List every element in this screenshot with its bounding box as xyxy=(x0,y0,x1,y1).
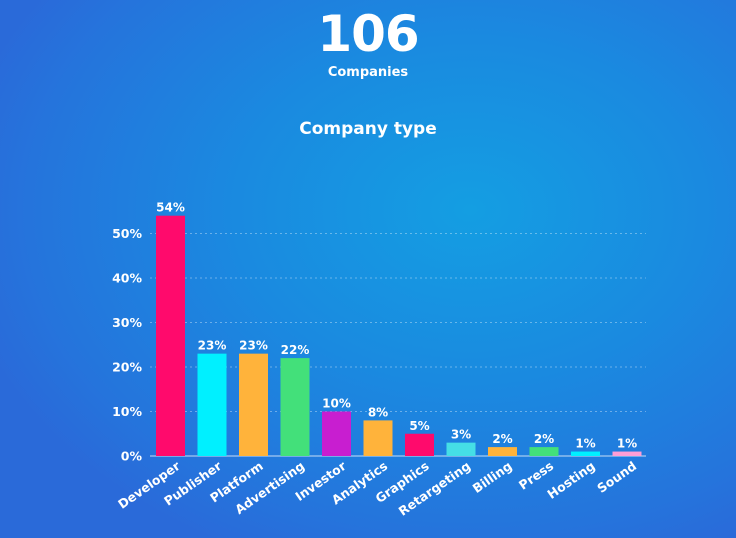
y-tick-label: 30% xyxy=(112,315,142,330)
y-tick-label: 20% xyxy=(112,360,142,375)
y-tick-label: 10% xyxy=(112,404,142,419)
bar xyxy=(239,353,268,456)
y-tick-label: 0% xyxy=(121,449,143,464)
bar xyxy=(488,447,517,456)
bar-value-label: 22% xyxy=(281,343,310,357)
bar xyxy=(612,451,642,456)
company-count: 106 xyxy=(317,5,419,63)
y-tick-label: 40% xyxy=(112,271,142,286)
x-tick-label: Sound xyxy=(594,458,639,496)
bar-value-label: 3% xyxy=(451,428,471,442)
bar xyxy=(322,411,351,456)
bar-value-label: 8% xyxy=(368,405,388,419)
bar xyxy=(571,451,600,456)
bar xyxy=(156,215,185,456)
bar-value-label: 2% xyxy=(492,432,512,446)
bar-value-label: 23% xyxy=(198,339,227,353)
bar xyxy=(529,447,559,456)
y-tick-label: 50% xyxy=(112,226,142,241)
bar-value-label: 10% xyxy=(322,397,351,411)
bar-value-label: 5% xyxy=(409,419,429,433)
bar xyxy=(363,420,393,456)
bar-value-label: 1% xyxy=(575,437,595,451)
company-count-label: Companies xyxy=(327,65,409,80)
bar-value-label: 23% xyxy=(239,339,268,353)
bar-value-label: 54% xyxy=(156,201,185,215)
bar xyxy=(405,433,434,456)
x-tick-label: Retargeting xyxy=(396,458,474,519)
x-tick-label: Billing xyxy=(470,458,515,496)
chart-title: Company type xyxy=(299,119,437,139)
bar xyxy=(197,353,227,456)
bar-value-label: 1% xyxy=(617,437,637,451)
x-tick-label: Hosting xyxy=(544,458,597,502)
bar-value-label: 2% xyxy=(534,432,554,446)
bar xyxy=(446,442,476,456)
bar xyxy=(280,358,310,456)
